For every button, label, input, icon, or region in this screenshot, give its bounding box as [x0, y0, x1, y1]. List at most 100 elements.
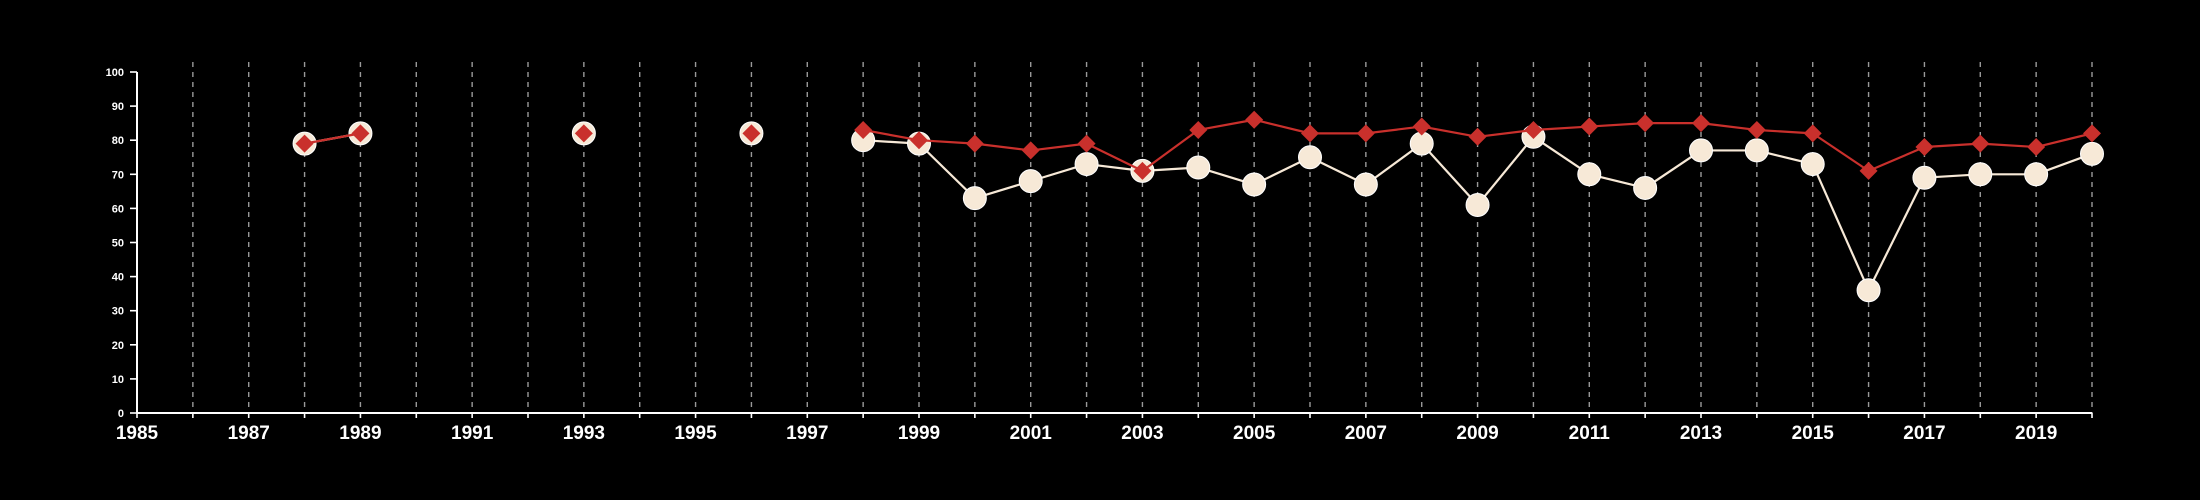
- x-tick-label: 1993: [563, 423, 605, 444]
- x-tick-label: 1985: [116, 423, 159, 444]
- data-point-circle: [1856, 278, 1881, 303]
- data-point-diamond: [2027, 138, 2046, 157]
- y-tick-label: 0: [118, 408, 124, 420]
- y-tick-label: 60: [112, 203, 124, 215]
- y-tick-label: 90: [112, 101, 124, 113]
- series-line-segment: [1198, 118, 1255, 132]
- data-point-diamond: [1301, 124, 1319, 143]
- data-point-diamond: [742, 124, 761, 143]
- x-tick-label: 2015: [1792, 423, 1835, 444]
- data-point-diamond: [1189, 120, 1208, 139]
- data-point-diamond: [1971, 134, 1990, 153]
- data-point-circle: [1968, 162, 1993, 187]
- series-line-segment: [1476, 136, 1535, 206]
- series-line-segment: [918, 142, 976, 199]
- data-point-diamond: [1747, 120, 1766, 139]
- x-tick-label: 2001: [1010, 423, 1053, 444]
- data-point-diamond: [351, 124, 370, 143]
- series-line-segment: [1533, 125, 1590, 132]
- series-line-segment: [1812, 132, 1870, 172]
- x-tick-label: 1987: [228, 423, 270, 444]
- data-point-diamond: [1133, 161, 1152, 180]
- data-point-diamond: [1524, 120, 1543, 139]
- data-point-circle: [1186, 155, 1211, 180]
- series-line-segment: [1030, 142, 1087, 152]
- data-point-diamond: [1915, 138, 1934, 157]
- grid-lines: [192, 62, 2093, 413]
- y-tick-label: 40: [112, 272, 124, 284]
- axes: 0 10 20 30 40 50 60 70 80 90 100 1985 1987 1989 1991 19…: [106, 67, 2093, 444]
- data-point-circle: [1465, 192, 1490, 217]
- series-line-segment: [304, 132, 361, 145]
- y-tick-label: 80: [112, 135, 124, 147]
- data-point-diamond: [1859, 161, 1878, 180]
- x-tick-label: 2013: [1680, 423, 1722, 444]
- series-2: [295, 110, 2101, 180]
- data-point-diamond: [1580, 117, 1599, 136]
- data-point-diamond: [1692, 114, 1710, 133]
- data-point-diamond: [1245, 110, 1264, 129]
- data-point-diamond: [1077, 134, 1096, 153]
- series-line-segment: [918, 139, 975, 145]
- data-point-circle: [1912, 165, 1937, 190]
- data-point-circle: [1353, 172, 1378, 197]
- x-tick-label: 1989: [339, 423, 381, 444]
- series-line-segment: [1589, 122, 1646, 128]
- series-line-segment: [974, 142, 1031, 152]
- data-point-circle: [1800, 152, 1825, 177]
- x-tick-label: 2005: [1233, 423, 1276, 444]
- x-tick-label: 2009: [1456, 423, 1498, 444]
- y-tick-label: 70: [112, 169, 124, 181]
- x-tick-label: 2007: [1345, 423, 1387, 444]
- series-line-segment: [1924, 142, 1981, 149]
- data-point-diamond: [910, 131, 928, 150]
- data-point-diamond: [965, 134, 984, 153]
- data-point-diamond: [2083, 124, 2101, 143]
- data-point-diamond: [1468, 127, 1487, 146]
- series-line-segment: [1421, 125, 1478, 138]
- data-point-circle: [1074, 152, 1099, 177]
- series-line-segment: [1477, 128, 1534, 138]
- series-line-segment: [1700, 122, 1757, 132]
- series-line-segment: [2035, 132, 2093, 149]
- y-tick-label: 30: [112, 306, 124, 318]
- series-group: [292, 110, 2104, 303]
- y-tick-label: 50: [112, 238, 124, 250]
- series-line-segment: [1980, 142, 2037, 149]
- x-tick-label: 2019: [2015, 423, 2057, 444]
- data-point-circle: [962, 186, 987, 211]
- series-line-segment: [1253, 118, 1311, 135]
- series-line-segment: [1867, 177, 1926, 291]
- x-tick-label: 1999: [898, 423, 940, 444]
- series-line-segment: [1868, 146, 1925, 172]
- series-line-segment: [1365, 125, 1422, 135]
- series-line-segment: [862, 128, 920, 142]
- x-tick-label: 2011: [1569, 423, 1611, 444]
- data-point-circle: [1633, 175, 1658, 200]
- x-tick-label: 1991: [451, 423, 494, 444]
- data-point-circle: [1242, 172, 1267, 197]
- series-line-segment: [1756, 128, 1813, 135]
- data-point-circle: [1577, 162, 1602, 187]
- data-point-diamond: [1356, 124, 1375, 143]
- data-point-diamond: [1021, 141, 1040, 160]
- series-line-segment: [1420, 142, 1479, 206]
- data-point-circle: [2024, 162, 2049, 187]
- y-tick-label: 20: [112, 340, 124, 352]
- data-point-circle: [1689, 138, 1713, 163]
- data-point-diamond: [854, 120, 873, 139]
- x-tick-label: 1997: [786, 423, 828, 444]
- data-point-circle: [1298, 145, 1322, 170]
- data-point-diamond: [1412, 117, 1431, 136]
- data-point-diamond: [574, 124, 593, 143]
- data-point-circle: [2080, 141, 2104, 166]
- data-point-circle: [1744, 138, 1769, 163]
- data-point-diamond: [1636, 114, 1655, 133]
- x-tick-label: 2003: [1121, 423, 1163, 444]
- series-line-segment: [1141, 129, 1199, 172]
- series-line-segment: [1811, 163, 1870, 291]
- y-tick-label: 10: [112, 374, 124, 386]
- data-point-diamond: [295, 134, 314, 153]
- data-point-circle: [1018, 169, 1043, 194]
